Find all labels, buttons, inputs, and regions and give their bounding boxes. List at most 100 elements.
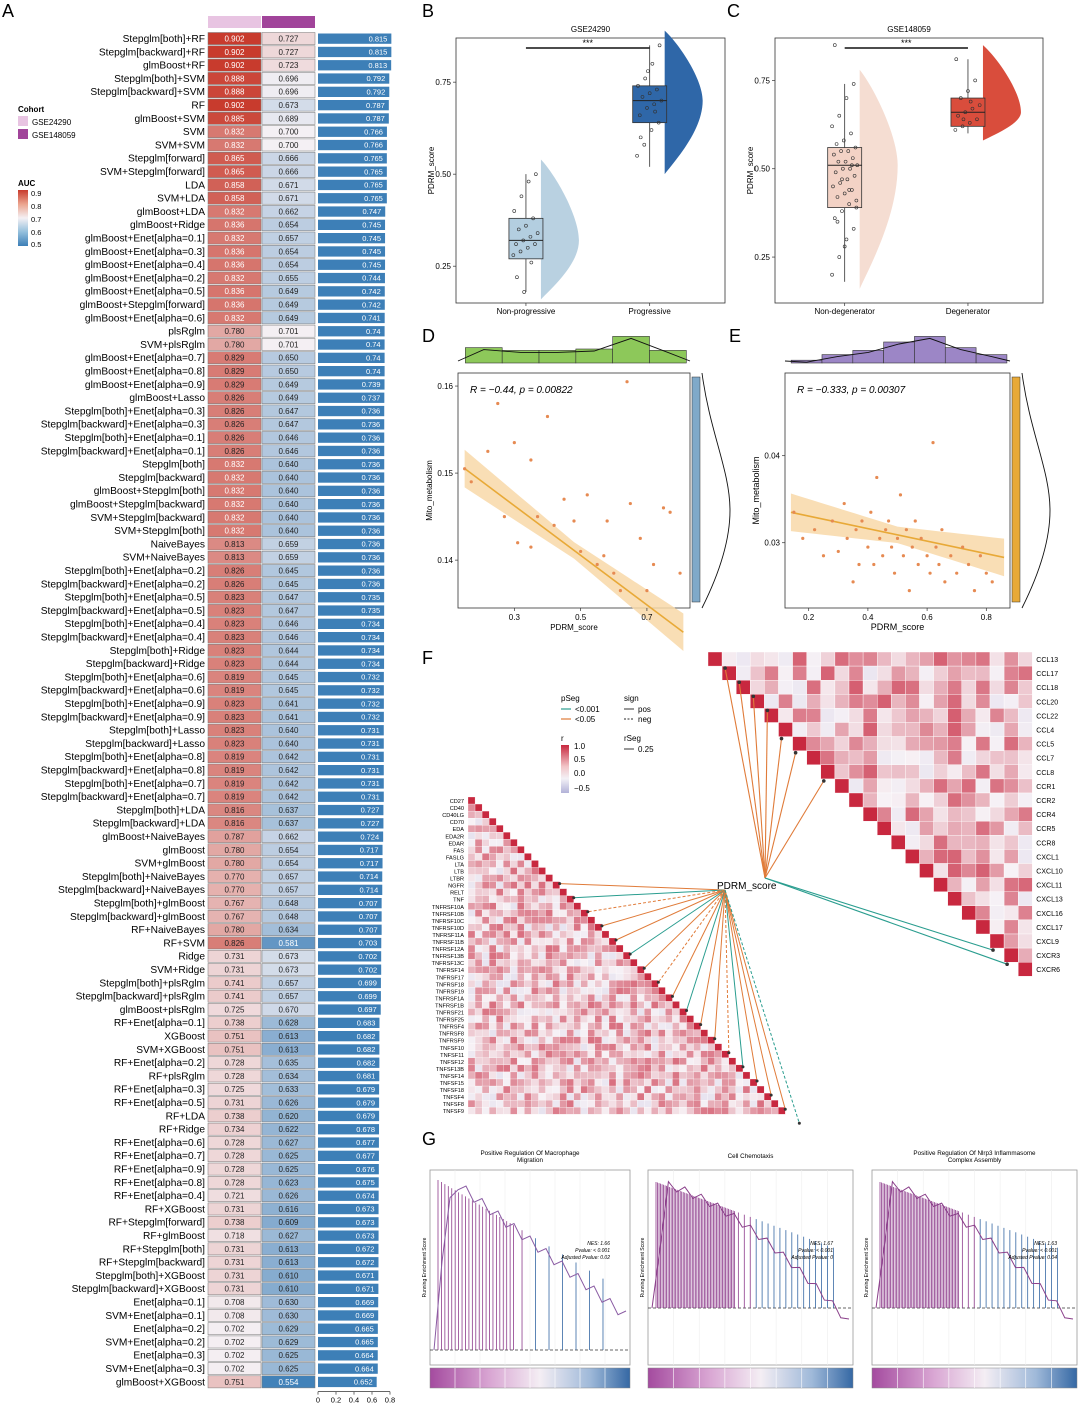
corr-cell [961, 891, 977, 907]
corr-cell [517, 909, 525, 917]
model-label: Stepglm[backward]+Enet[alpha=0.6] [41, 686, 205, 697]
corr-cell [573, 1001, 581, 1009]
auc-value-gse148059: 0.666 [278, 168, 299, 177]
auc-value-gse148059: 0.640 [278, 513, 299, 522]
corr-cell [644, 1085, 652, 1094]
corr-cell [714, 1057, 722, 1066]
corr-cell [587, 916, 596, 925]
model-label: Stepglm[both]+Enet[alpha=0.2] [65, 566, 206, 577]
corr-cell [474, 1050, 483, 1058]
auc-cell-gse148059 [261, 723, 316, 737]
data-point [977, 103, 982, 107]
mean-auc-bar [318, 884, 383, 895]
corr-cell [503, 994, 511, 1002]
corr-cell [947, 708, 963, 723]
data-point [842, 244, 847, 249]
corr-cell [989, 792, 1005, 808]
corr-cell [919, 736, 934, 751]
corr-cell [489, 1064, 497, 1073]
corr-cell [531, 1057, 539, 1066]
corr-cell [545, 973, 553, 981]
auc-value-gse24290: 0.718 [224, 1232, 245, 1241]
corr-cell [644, 1022, 652, 1030]
corr-cell [517, 959, 525, 967]
auc-legend-title: AUC [18, 179, 36, 188]
model-label: Stepglm[both] [142, 460, 205, 471]
corr-cell [615, 1064, 624, 1073]
corr-cell [651, 1057, 659, 1066]
corr-cell [496, 1001, 504, 1009]
corr-cell [496, 1022, 504, 1030]
corr-cell [580, 980, 588, 988]
corr-cell [933, 778, 948, 794]
model-label: SVM [183, 127, 205, 138]
auc-cell-gse24290 [207, 1229, 262, 1242]
model-label: glmBoost+Ridge [130, 220, 205, 231]
corr-cell [467, 1050, 476, 1058]
gene-label-right: CCL18 [1036, 685, 1058, 692]
model-label: glmBoost+Enet[alpha=0.7] [85, 353, 205, 364]
corr-cell [552, 966, 560, 974]
corr-cell [559, 1001, 567, 1009]
corr-cell [573, 1008, 581, 1016]
correlation-edge [724, 889, 744, 1067]
corr-cell [622, 1078, 631, 1087]
y-tick-label: 0.50 [754, 165, 770, 174]
mean-auc-value: 0.741 [362, 314, 381, 323]
corr-cell [517, 1107, 525, 1115]
auc-cell-gse148059 [261, 258, 316, 271]
histogram-bar [649, 350, 687, 364]
corr-cell [848, 722, 864, 737]
corr-cell [496, 1008, 504, 1016]
corr-cell [608, 1100, 617, 1108]
data-point [650, 61, 655, 66]
data-point [638, 536, 642, 540]
corr-cell [566, 1064, 574, 1073]
data-point [875, 475, 879, 480]
corr-cell [686, 1107, 694, 1115]
pdrm-score-node-label: PDRM_score [717, 881, 777, 892]
auc-value-gse24290: 0.836 [224, 247, 245, 256]
corr-cell [566, 923, 574, 932]
auc-value-gse148059: 0.629 [278, 1338, 299, 1347]
corr-cell [608, 1043, 617, 1051]
corr-cell [615, 1029, 624, 1037]
corr-cell [672, 1015, 680, 1023]
corr-cell [531, 973, 539, 981]
corr-cell [905, 806, 920, 822]
corr-cell [919, 694, 934, 709]
data-point [642, 142, 647, 147]
mean-auc-bar [318, 605, 385, 616]
model-label: Stepglm[both]+Enet[alpha=0.5] [65, 593, 206, 604]
data-point [869, 510, 873, 514]
auc-value-gse148059: 0.627 [278, 1138, 299, 1147]
corr-cell [481, 1078, 490, 1087]
auc-value-gse148059: 0.647 [278, 593, 299, 602]
corr-cell [989, 821, 1005, 836]
corr-cell [489, 1043, 497, 1051]
edge-endpoint [783, 1107, 787, 1111]
mean-auc-bar [318, 1297, 379, 1308]
auc-value-gse148059: 0.641 [278, 700, 299, 709]
corr-cell [517, 881, 525, 889]
corr-cell [665, 1022, 673, 1030]
data-point [646, 69, 650, 73]
gene-label-left: TNFRSF17 [436, 975, 464, 981]
plot-frame [774, 37, 1044, 304]
corr-cell [905, 722, 920, 737]
corr-cell [496, 888, 504, 896]
corr-cell [989, 764, 1005, 780]
corr-cell [905, 849, 920, 864]
corr-cell [566, 1078, 574, 1087]
data-point [792, 510, 796, 514]
corr-cell [658, 994, 666, 1002]
corr-cell [721, 1085, 729, 1094]
legend-a: Cohort GSE24290 GSE148059 AUC 0.9 0.8 [18, 105, 76, 249]
corr-cell [601, 1029, 610, 1037]
panel-label-f: F [422, 648, 433, 668]
corr-cell [538, 895, 546, 903]
corr-cell [503, 895, 511, 903]
r-tick: 1.0 [574, 742, 586, 751]
mean-auc-bar [318, 804, 384, 816]
